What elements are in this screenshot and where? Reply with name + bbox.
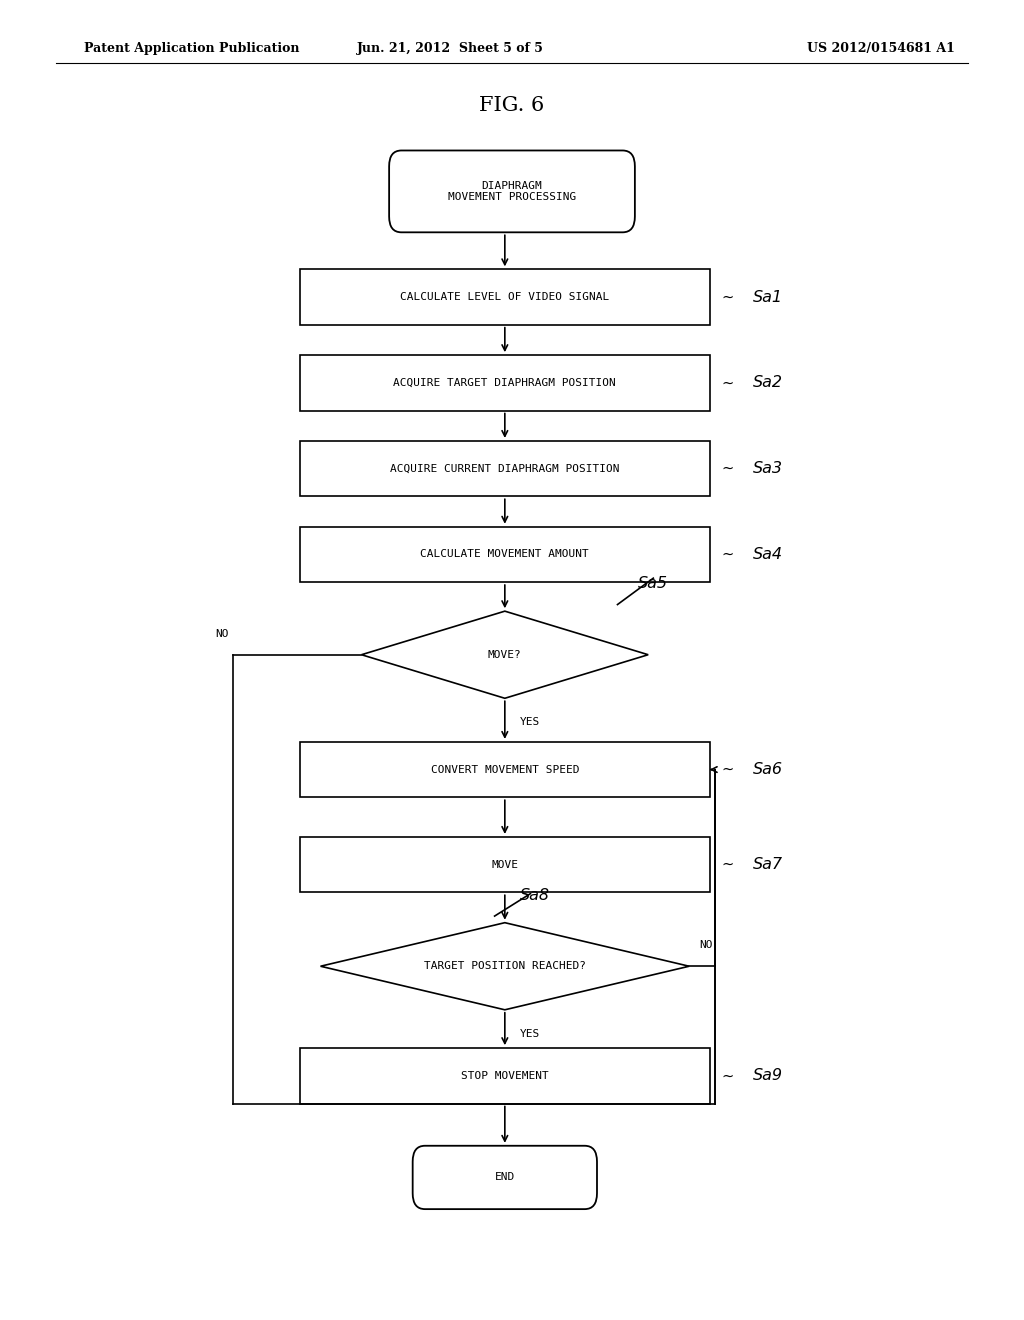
Polygon shape xyxy=(361,611,648,698)
Text: DIAPHRAGM
MOVEMENT PROCESSING: DIAPHRAGM MOVEMENT PROCESSING xyxy=(447,181,577,202)
Text: ∼: ∼ xyxy=(722,375,734,391)
Text: CALCULATE LEVEL OF VIDEO SIGNAL: CALCULATE LEVEL OF VIDEO SIGNAL xyxy=(400,292,609,302)
Text: US 2012/0154681 A1: US 2012/0154681 A1 xyxy=(807,42,954,55)
Polygon shape xyxy=(321,923,689,1010)
Text: ∼: ∼ xyxy=(722,546,734,562)
Bar xyxy=(300,742,710,797)
FancyBboxPatch shape xyxy=(413,1146,597,1209)
Text: NO: NO xyxy=(215,628,228,639)
Bar xyxy=(300,527,710,582)
Text: ∼: ∼ xyxy=(722,461,734,477)
Text: NO: NO xyxy=(699,940,713,950)
Text: ∼: ∼ xyxy=(722,1068,734,1084)
FancyBboxPatch shape xyxy=(389,150,635,232)
Text: Patent Application Publication: Patent Application Publication xyxy=(84,42,299,55)
Bar xyxy=(300,355,710,411)
Text: CONVERT MOVEMENT SPEED: CONVERT MOVEMENT SPEED xyxy=(430,764,580,775)
Text: Sa6: Sa6 xyxy=(753,762,782,777)
Text: ∼: ∼ xyxy=(722,857,734,873)
Text: MOVE?: MOVE? xyxy=(488,649,521,660)
Text: TARGET POSITION REACHED?: TARGET POSITION REACHED? xyxy=(424,961,586,972)
Text: YES: YES xyxy=(520,1028,541,1039)
Text: CALCULATE MOVEMENT AMOUNT: CALCULATE MOVEMENT AMOUNT xyxy=(421,549,589,560)
Text: Sa9: Sa9 xyxy=(753,1068,782,1084)
Text: Sa7: Sa7 xyxy=(753,857,782,873)
Text: FIG. 6: FIG. 6 xyxy=(479,96,545,115)
Text: ∼: ∼ xyxy=(722,289,734,305)
Text: MOVE: MOVE xyxy=(492,859,518,870)
Text: Sa2: Sa2 xyxy=(753,375,782,391)
Text: END: END xyxy=(495,1172,515,1183)
Text: Sa3: Sa3 xyxy=(753,461,782,477)
Text: Jun. 21, 2012  Sheet 5 of 5: Jun. 21, 2012 Sheet 5 of 5 xyxy=(357,42,544,55)
Text: Sa8: Sa8 xyxy=(520,888,550,903)
Text: Sa5: Sa5 xyxy=(638,577,668,591)
Bar xyxy=(300,269,710,325)
Text: YES: YES xyxy=(520,717,541,727)
Text: ACQUIRE TARGET DIAPHRAGM POSITION: ACQUIRE TARGET DIAPHRAGM POSITION xyxy=(393,378,616,388)
Text: ACQUIRE CURRENT DIAPHRAGM POSITION: ACQUIRE CURRENT DIAPHRAGM POSITION xyxy=(390,463,620,474)
Text: Sa1: Sa1 xyxy=(753,289,782,305)
Text: Sa4: Sa4 xyxy=(753,546,782,562)
Text: STOP MOVEMENT: STOP MOVEMENT xyxy=(461,1071,549,1081)
Bar xyxy=(300,441,710,496)
Bar xyxy=(300,837,710,892)
Text: ∼: ∼ xyxy=(722,762,734,777)
Bar xyxy=(300,1048,710,1104)
